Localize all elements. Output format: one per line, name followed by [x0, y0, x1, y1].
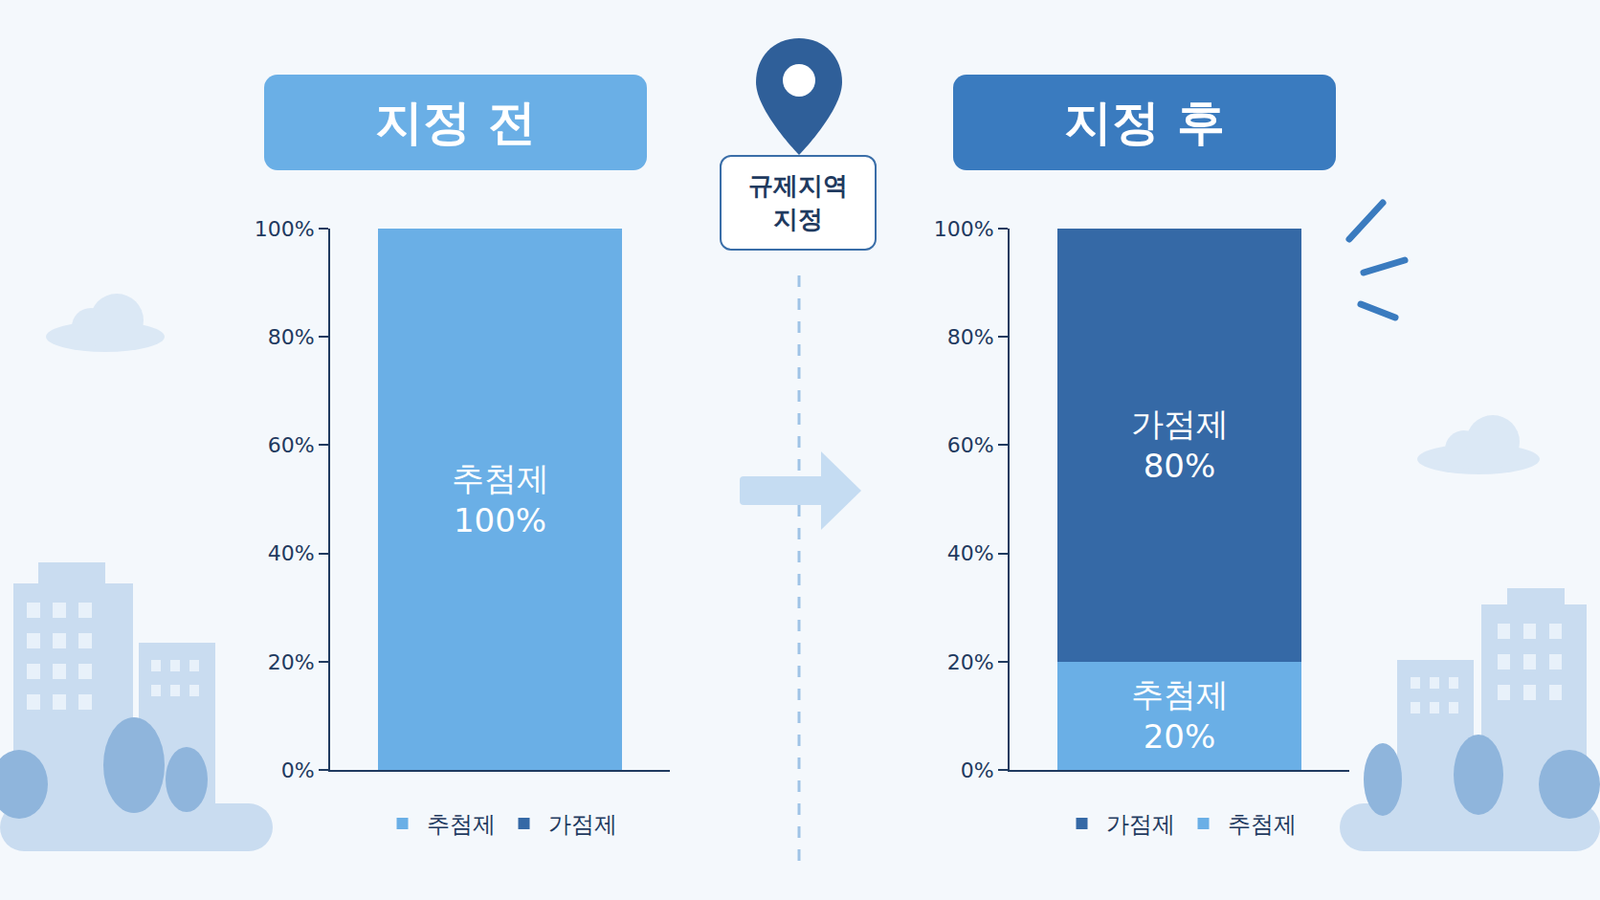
svg-text:80%: 80%	[267, 325, 315, 350]
svg-text:100%: 100%	[933, 217, 995, 242]
svg-text:100%: 100%	[254, 217, 315, 242]
svg-text:추첨제20%: 추첨제20%	[1131, 675, 1229, 756]
svg-text:추첨제100%: 추첨제100%	[451, 459, 550, 540]
svg-text:0%: 0%	[281, 758, 315, 783]
svg-text:0%: 0%	[960, 758, 995, 783]
svg-text:추첨제: 추첨제	[1227, 811, 1297, 839]
html-text:지정 전: 지정 전	[375, 94, 536, 150]
svg-text:가점제80%: 가점제80%	[1131, 404, 1229, 486]
svg-text:20%: 20%	[267, 650, 315, 675]
html-text:지정 후: 지정 후	[1064, 94, 1225, 150]
svg-text:60%: 60%	[947, 433, 995, 458]
html-text:규제지역 지정: 규제지역 지정	[748, 171, 848, 234]
svg-text:추첨제: 추첨제	[426, 811, 496, 839]
svg-text:40%: 40%	[947, 541, 995, 566]
svg-text:20%: 20%	[947, 650, 995, 675]
svg-text:40%: 40%	[267, 541, 315, 566]
svg-text:60%: 60%	[267, 433, 315, 458]
svg-text:가점제: 가점제	[548, 811, 618, 839]
svg-text:80%: 80%	[947, 325, 995, 350]
svg-text:가점제: 가점제	[1106, 811, 1176, 839]
